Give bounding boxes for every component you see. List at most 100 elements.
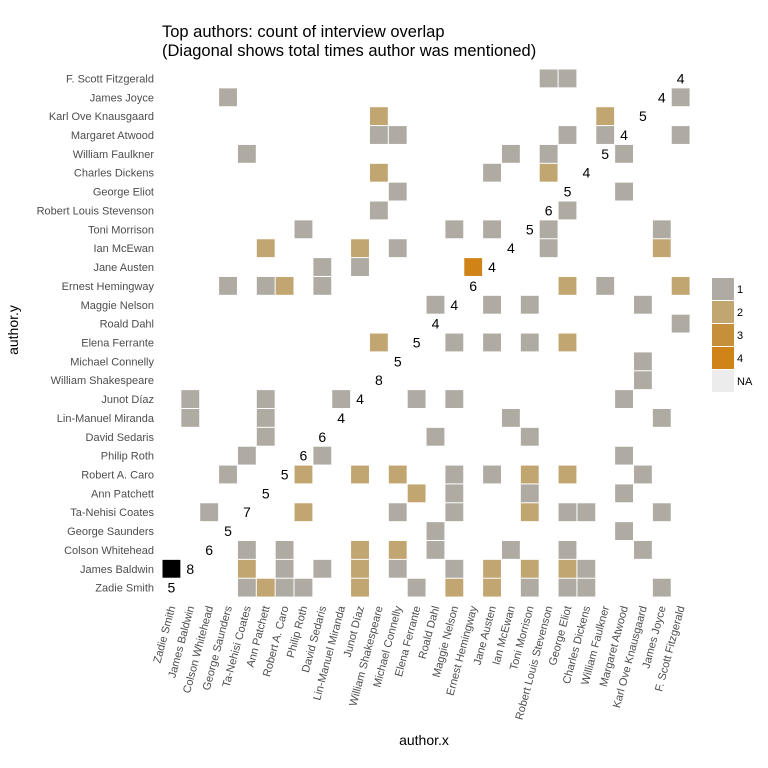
legend-swatch <box>712 347 734 369</box>
chart-subtitle: (Diagonal shows total times author was m… <box>162 42 536 60</box>
diagonal-label: 5 <box>168 580 176 596</box>
y-tick-label: Margaret Atwood <box>71 130 154 142</box>
y-tick-labels: Zadie Smith James Baldwin Colson Whitehead… <box>37 73 155 594</box>
heatmap-cell <box>237 578 256 597</box>
y-tick-label: Philip Roth <box>101 451 154 463</box>
heatmap-cells <box>162 69 690 597</box>
diagonal-label: 5 <box>413 334 421 350</box>
heatmap-cell <box>351 541 369 559</box>
heatmap-cell <box>388 559 407 578</box>
heatmap-cell <box>219 276 237 295</box>
diagonal-label: 6 <box>545 202 553 218</box>
heatmap-cell <box>256 239 275 258</box>
heatmap-cell <box>520 427 539 446</box>
heatmap-cell <box>313 258 332 276</box>
y-tick-label: James Baldwin <box>80 564 154 576</box>
heatmap-cell <box>407 484 426 503</box>
diagonal-label: 4 <box>488 259 496 275</box>
heatmap-cell <box>483 465 501 484</box>
heatmap-cell <box>200 503 219 522</box>
y-tick-label: Junot Díaz <box>101 394 154 406</box>
heatmap-cell <box>596 126 615 144</box>
heatmap-cell <box>634 352 652 371</box>
y-tick-label: James Joyce <box>90 92 154 104</box>
heatmap-cell <box>369 163 388 182</box>
heatmap-cell <box>520 503 539 522</box>
heatmap-cell <box>539 144 558 163</box>
heatmap-cell <box>539 69 558 88</box>
y-tick-label: David Sedaris <box>86 432 155 444</box>
diagonal-label: 4 <box>507 240 515 256</box>
diagonal-label: 4 <box>620 127 628 143</box>
y-tick-label: Maggie Nelson <box>81 300 154 312</box>
y-tick-label: Jane Austen <box>93 262 154 274</box>
heatmap-cell <box>294 220 313 239</box>
heatmap-cell <box>652 239 671 258</box>
heatmap-cell <box>558 201 577 220</box>
heatmap-cell <box>445 503 464 522</box>
heatmap-cell <box>652 503 671 522</box>
y-tick-label: Karl Ove Knausgaard <box>49 111 154 123</box>
y-tick-label: George Eliot <box>93 187 154 199</box>
heatmap-cell <box>369 126 388 144</box>
diagonal-label: 5 <box>394 353 402 369</box>
heatmap-cell <box>407 390 426 408</box>
heatmap-cell <box>671 314 690 333</box>
heatmap-cell <box>388 182 407 201</box>
diagonal-label: 4 <box>356 391 364 407</box>
y-tick-label: Zadie Smith <box>95 583 154 595</box>
y-tick-label: Charles Dickens <box>74 168 155 180</box>
diagonal-label: 5 <box>564 184 572 200</box>
heatmap-cell <box>539 220 558 239</box>
y-tick-label: Ta-Nehisi Coates <box>70 507 154 519</box>
heatmap-cell <box>219 88 237 107</box>
y-tick-label: William Faulkner <box>73 149 155 161</box>
diagonal-label: 8 <box>375 372 383 388</box>
y-tick-label: Elena Ferrante <box>81 337 154 349</box>
heatmap-cell <box>237 144 256 163</box>
y-tick-label: George Saunders <box>67 526 154 538</box>
heatmap-cell <box>652 408 671 427</box>
heatmap-cell <box>577 503 596 522</box>
legend-label: 4 <box>737 353 743 365</box>
heatmap-cell <box>313 276 332 295</box>
y-tick-label: Michael Connelly <box>70 356 154 368</box>
y-tick-label: Ian McEwan <box>93 243 154 255</box>
y-tick-label: Colson Whitehead <box>64 545 154 557</box>
heatmap-cell <box>351 239 369 258</box>
x-axis-title: author.x <box>399 732 449 748</box>
heatmap-cell <box>615 390 633 408</box>
heatmap-cell <box>388 503 407 522</box>
heatmap-cell <box>351 559 369 578</box>
heatmap-cell <box>558 541 577 559</box>
heatmap-cell <box>558 333 577 352</box>
legend-label: NA <box>737 376 753 388</box>
heatmap-cell <box>237 541 256 559</box>
heatmap-cell <box>351 465 369 484</box>
heatmap-cell <box>426 522 445 540</box>
diagonal-label: 5 <box>639 108 647 124</box>
heatmap-cell <box>577 578 596 597</box>
heatmap-cell <box>162 559 181 578</box>
heatmap-cell <box>275 578 294 597</box>
heatmap-cell <box>558 276 577 295</box>
heatmap-cell <box>351 578 369 597</box>
heatmap-cell <box>445 333 464 352</box>
diagonal-label: 4 <box>677 70 685 86</box>
heatmap-cell <box>558 69 577 88</box>
heatmap-cell <box>671 276 690 295</box>
heatmap-cell <box>256 408 275 427</box>
chart-title: Top authors: count of interview overlap <box>162 23 445 41</box>
heatmap-cell <box>256 427 275 446</box>
heatmap-cell <box>520 465 539 484</box>
y-tick-label: Lin-Manuel Miranda <box>57 413 155 425</box>
heatmap-cell <box>558 503 577 522</box>
heatmap-cell <box>596 107 615 126</box>
heatmap-cell <box>520 295 539 314</box>
heatmap-cell <box>237 446 256 465</box>
heatmap-cell <box>520 559 539 578</box>
legend-label: 3 <box>737 330 743 342</box>
heatmap-cell <box>256 276 275 295</box>
heatmap-cell <box>275 559 294 578</box>
diagonal-label: 5 <box>224 523 232 539</box>
